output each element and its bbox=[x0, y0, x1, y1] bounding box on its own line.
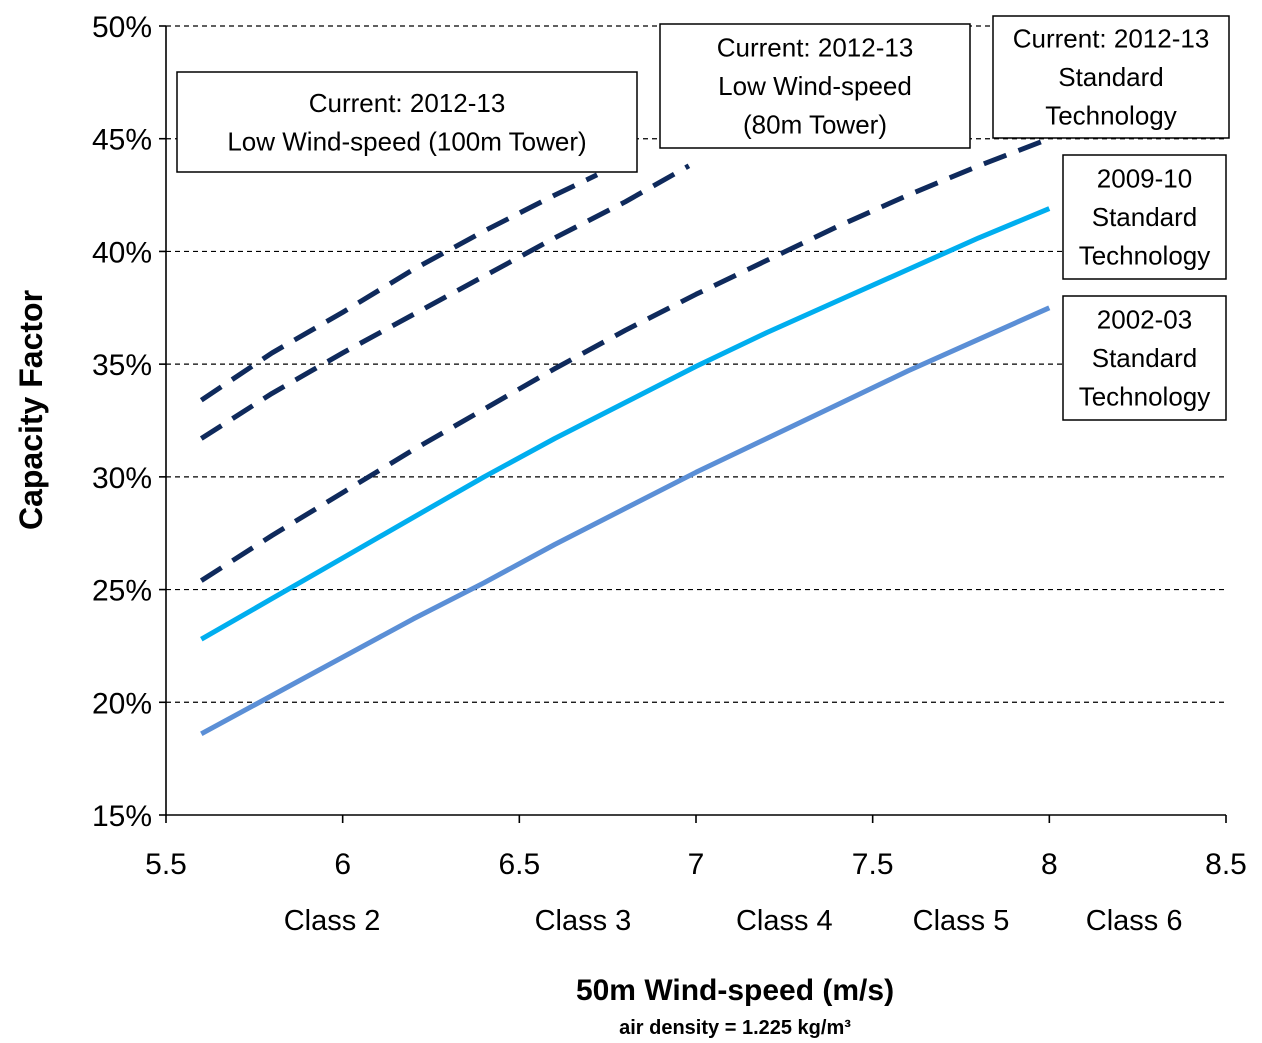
annotation-frame-4 bbox=[1062, 295, 1227, 421]
series-line-4 bbox=[200, 305, 1051, 736]
x-tick-label-0: 5.5 bbox=[145, 848, 187, 881]
wind-class-label-3: Class 3 bbox=[535, 905, 632, 937]
series-annotations: Current: 2012-13 Low Wind-speed (100m Tow… bbox=[176, 15, 1230, 421]
annotation-line-4-2: Technology bbox=[1079, 382, 1211, 412]
annotation-box-4: 2002-03 Standard Technology bbox=[1062, 295, 1227, 421]
x-tick-label-4: 7.5 bbox=[852, 848, 894, 881]
annotation-line-0-1: Low Wind-speed (100m Tower) bbox=[227, 126, 586, 156]
annotation-line-2-2: Technology bbox=[1045, 101, 1177, 131]
series-line-2 bbox=[199, 136, 1051, 583]
annotation-line-1-0: Current: 2012-13 bbox=[717, 33, 914, 63]
x-axis-title: 50m Wind-speed (m/s) bbox=[576, 974, 894, 1007]
x-tick-label-2: 6.5 bbox=[498, 848, 540, 881]
wind-class-label-6: Class 6 bbox=[1086, 905, 1183, 937]
x-tick-label-5: 8 bbox=[1041, 848, 1058, 881]
y-axis-title: Capacity Factor bbox=[13, 290, 49, 530]
x-tick-label-6: 8.5 bbox=[1205, 848, 1247, 881]
wind-class-label-5: Class 5 bbox=[913, 905, 1010, 937]
annotation-box-3: 2009-10 Standard Technology bbox=[1062, 154, 1227, 280]
x-tick-label-1: 6 bbox=[334, 848, 351, 881]
series-line-3 bbox=[200, 206, 1051, 642]
annotation-frame-2 bbox=[992, 15, 1230, 139]
series-lines bbox=[199, 136, 1051, 736]
y-tick-label-4: 35% bbox=[92, 349, 152, 382]
wind-class-labels: Class 2 Class 3 Class 4 Class 5 Class 6 bbox=[284, 905, 1183, 937]
annotation-frame-1 bbox=[659, 23, 971, 149]
annotation-line-0-0: Current: 2012-13 bbox=[309, 88, 506, 118]
annotation-frame-3 bbox=[1062, 154, 1227, 280]
y-tick-label-6: 45% bbox=[92, 124, 152, 157]
annotation-line-1-1: Low Wind-speed bbox=[718, 71, 912, 101]
wind-class-label-4: Class 4 bbox=[736, 905, 833, 937]
annotation-line-4-0: 2002-03 bbox=[1097, 305, 1192, 335]
annotation-line-3-2: Technology bbox=[1079, 241, 1211, 271]
annotation-line-4-1: Standard bbox=[1092, 343, 1198, 373]
y-tick-label-0: 15% bbox=[92, 800, 152, 833]
annotation-box-0: Current: 2012-13 Low Wind-speed (100m Tow… bbox=[176, 71, 638, 173]
y-tick-label-1: 20% bbox=[92, 687, 152, 720]
annotation-box-1: Current: 2012-13 Low Wind-speed (80m Tower… bbox=[659, 23, 971, 149]
annotation-frame-0 bbox=[176, 71, 638, 173]
tick-labels: 15% 20% 25% 30% 35% 40% 45% 50% 5.5 6 6.5 7 7.5 8 8.5 bbox=[92, 11, 1247, 881]
annotation-line-3-1: Standard bbox=[1092, 202, 1198, 232]
axes bbox=[159, 25, 1227, 823]
y-tick-label-7: 50% bbox=[92, 11, 152, 44]
annotation-line-3-0: 2009-10 bbox=[1097, 164, 1192, 194]
annotation-line-2-1: Standard bbox=[1058, 62, 1164, 92]
annotation-line-2-0: Current: 2012-13 bbox=[1013, 24, 1210, 54]
y-tick-label-5: 40% bbox=[92, 236, 152, 269]
annotation-box-2: Current: 2012-13 Standard Technology bbox=[992, 15, 1230, 139]
y-tick-label-2: 25% bbox=[92, 575, 152, 608]
x-axis-subtitle: air density = 1.225 kg/m³ bbox=[619, 1017, 851, 1039]
series-line-0 bbox=[199, 172, 599, 403]
wind-class-label-2: Class 2 bbox=[284, 905, 381, 937]
series-line-1 bbox=[199, 163, 691, 441]
y-tick-label-3: 30% bbox=[92, 462, 152, 495]
x-tick-label-3: 7 bbox=[688, 848, 705, 881]
annotation-line-1-2: (80m Tower) bbox=[743, 110, 887, 140]
